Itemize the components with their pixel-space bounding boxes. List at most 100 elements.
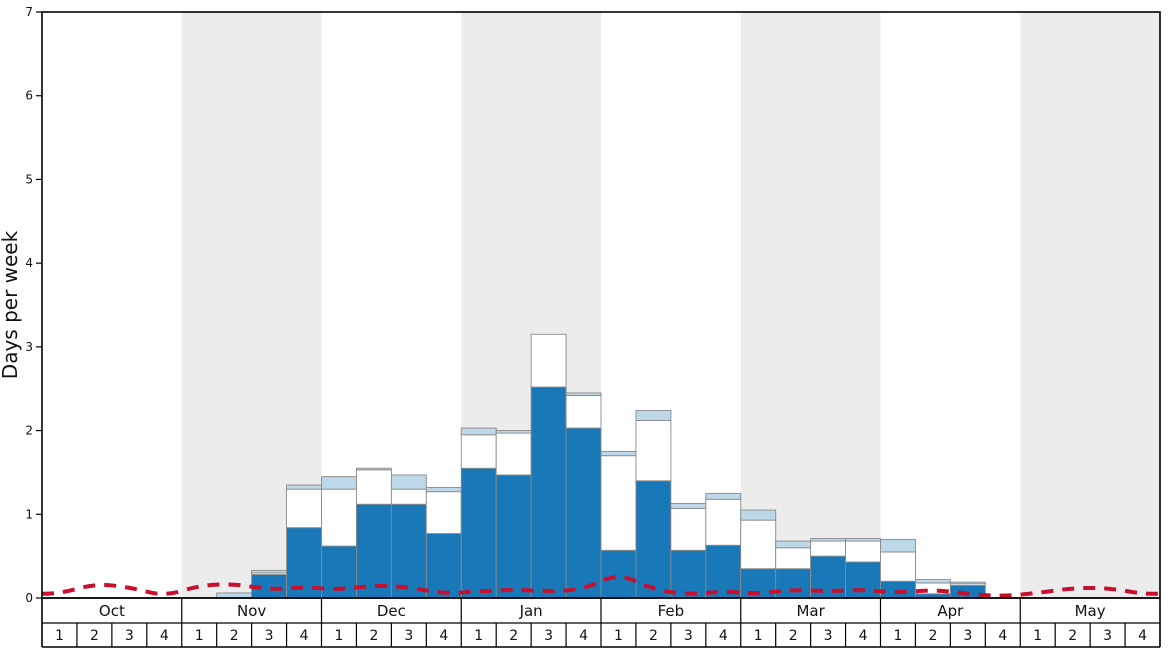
y-axis: 0 1 2 3 4 5 6 7 (25, 5, 42, 605)
week-label: 1 (195, 628, 204, 644)
bar-segment-dark_blue_bars (775, 568, 812, 599)
month-band-may (1020, 12, 1160, 598)
bar-segment-light_blue_bars (670, 502, 707, 509)
week-label: 2 (1068, 628, 1077, 644)
bar-segment-light_blue_bars (460, 427, 497, 436)
bar-segment-dark_blue_bars (565, 427, 602, 599)
bar-segment-white_bars (530, 333, 567, 388)
bar-segment-white_bars (810, 540, 847, 557)
week-label: 4 (439, 628, 448, 644)
month-band-mar (740, 12, 881, 598)
week-label: 2 (90, 628, 99, 644)
bar-segment-light_blue_bars (390, 474, 427, 490)
bar-segment-white_bars (425, 491, 462, 534)
week-label: 3 (684, 628, 693, 644)
month-label-apr: Apr (937, 602, 964, 620)
week-label: 1 (614, 628, 623, 644)
bar-segment-white_bars (495, 432, 532, 476)
bar-segment-white_bars (775, 547, 812, 570)
week-label: 2 (649, 628, 658, 644)
week-label: 1 (894, 628, 903, 644)
bar-segment-light_blue_bars (600, 451, 637, 457)
bar-segment-light_blue_bars (775, 540, 812, 549)
month-label-dec: Dec (377, 602, 406, 620)
y-tick-label: 4 (25, 256, 33, 270)
bar-segment-white_bars (635, 420, 672, 482)
bar-segment-white_bars (321, 488, 357, 547)
bar-segment-white_bars (565, 394, 602, 429)
bar-segment-light_blue_bars (495, 430, 532, 434)
week-label: 1 (55, 628, 64, 644)
bar-segment-dark_blue_bars (600, 549, 637, 599)
month-label-oct: Oct (99, 602, 125, 620)
week-label: 2 (789, 628, 798, 644)
week-label: 4 (300, 628, 309, 644)
bar-segment-dark_blue_bars (355, 503, 392, 599)
bar-segment-white_bars (670, 507, 707, 551)
week-label: 4 (579, 628, 588, 644)
week-label: 2 (928, 628, 937, 644)
bar-segment-dark_blue_bars (635, 480, 672, 599)
month-label-mar: Mar (796, 602, 825, 620)
bar-segment-white_bars (460, 434, 497, 469)
bar-segment-white_bars (600, 455, 637, 551)
month-label-feb: Feb (658, 602, 685, 620)
bar-segment-light_blue_bars (705, 492, 742, 500)
week-label: 3 (265, 628, 274, 644)
week-label: 3 (824, 628, 833, 644)
month-label-jan: Jan (519, 602, 543, 620)
week-label: 4 (859, 628, 868, 644)
bar-segment-dark_blue_bars (425, 533, 462, 599)
bar-segment-dark_blue_bars (880, 580, 916, 599)
bar-segment-light_blue_bars (286, 484, 322, 490)
bar-segment-dark_blue_bars (530, 386, 567, 599)
week-label: 4 (160, 628, 169, 644)
y-axis-label: Days per week (0, 230, 22, 379)
bar-segment-light_blue_bars (635, 410, 672, 421)
bar-segment-white_bars (880, 551, 916, 582)
week-label: 3 (544, 628, 553, 644)
week-label: 1 (754, 628, 763, 644)
bar-segment-dark_blue_bars (390, 503, 427, 599)
bar-segment-dark_blue_bars (705, 544, 742, 599)
bar-segment-light_blue_bars (880, 538, 916, 553)
bar-segment-white_bars (845, 540, 881, 563)
bar-segment-light_blue_bars (251, 569, 288, 574)
bar-segment-white_bars (355, 469, 392, 505)
y-tick-label: 1 (25, 507, 33, 521)
month-label-nov: Nov (237, 602, 266, 620)
bar-segment-dark_blue_bars (460, 467, 497, 599)
bar-segment-light_blue_bars (914, 579, 951, 584)
week-label: 2 (230, 628, 239, 644)
month-label-may: May (1075, 602, 1106, 620)
week-label: 2 (509, 628, 518, 644)
bar-segment-white_bars (705, 498, 742, 546)
bar-segment-white_bars (390, 488, 427, 505)
week-label: 3 (963, 628, 972, 644)
bar-segment-light_blue_bars (949, 581, 986, 585)
bar-segment-light_blue_bars (845, 538, 881, 542)
bar-segment-light_blue_bars (810, 538, 847, 542)
week-label: 2 (369, 628, 378, 644)
y-tick-label: 6 (25, 89, 33, 103)
y-tick-label: 3 (25, 340, 33, 354)
y-tick-label: 7 (25, 5, 33, 19)
bar-segment-light_blue_bars (740, 509, 777, 521)
bar-segment-light_blue_bars (355, 467, 392, 471)
week-label: 4 (998, 628, 1007, 644)
y-tick-label: 2 (25, 424, 33, 438)
bar-segment-light_blue_bars (425, 487, 462, 493)
week-label: 4 (1138, 628, 1147, 644)
bar-segment-light_blue_bars (321, 476, 357, 490)
month-bands (181, 12, 1160, 598)
week-label: 1 (474, 628, 483, 644)
bar-segment-white_bars (286, 488, 322, 529)
y-tick-label: 5 (25, 172, 33, 186)
week-label: 3 (1103, 628, 1112, 644)
y-tick-label: 0 (25, 591, 33, 605)
week-label: 3 (125, 628, 134, 644)
week-label: 1 (1033, 628, 1042, 644)
bar-segment-white_bars (740, 519, 777, 570)
bar-segment-dark_blue_bars (495, 474, 532, 599)
